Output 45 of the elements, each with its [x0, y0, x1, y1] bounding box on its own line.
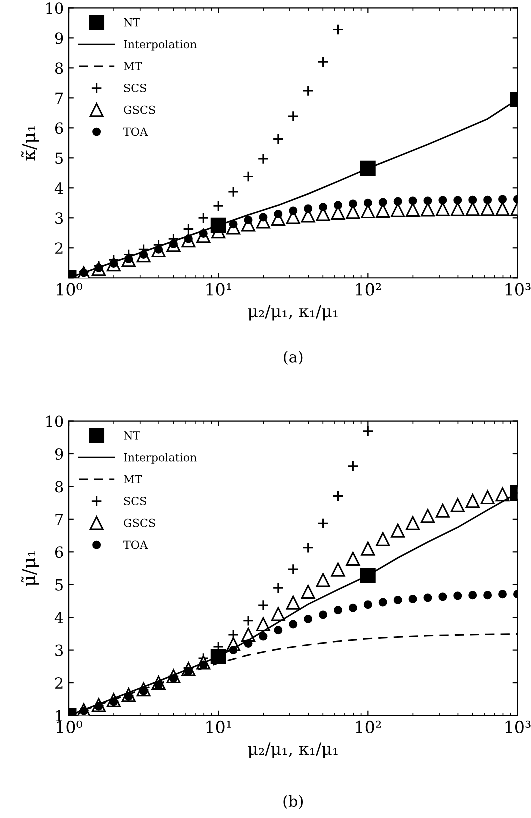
- y-tick-label: 3: [56, 212, 64, 224]
- y-tick-label: 2: [55, 242, 63, 254]
- y-tick-label: 1: [56, 710, 62, 722]
- legend-label: MT: [124, 62, 142, 70]
- y-tick-label: 9: [55, 32, 64, 44]
- legend-label: NT: [124, 18, 140, 27]
- x-tick-label: 10¹: [206, 720, 232, 734]
- y-tick-label: 4: [54, 182, 64, 194]
- legend-label: Interpolation: [124, 453, 197, 464]
- y-tick-label: 5: [56, 152, 63, 164]
- legend-label: GSCS: [124, 106, 156, 114]
- y-tick-label: 10: [46, 2, 64, 14]
- x-axis-title: μ₂/μ₁, κ₁/μ₁: [248, 742, 338, 758]
- text: (a): [284, 351, 303, 365]
- legend-label: SCS: [124, 497, 146, 506]
- y-tick-label: 3: [56, 644, 64, 656]
- y-tick-label: 9: [55, 448, 64, 460]
- y-axis-title: μ̃/μ₁: [21, 552, 40, 586]
- y-tick-label: 2: [55, 677, 63, 689]
- x-tick-label: 10²: [356, 720, 382, 734]
- y-tick-label: 4: [54, 612, 64, 624]
- x-tick-label: 10¹: [206, 283, 232, 296]
- x-tick-label: 10⁰: [57, 283, 83, 296]
- y-tick-label: 6: [55, 546, 64, 558]
- y-tick-label: 10: [46, 416, 64, 428]
- y-tick-label: 7: [56, 92, 64, 104]
- legend-label: NT: [124, 432, 140, 440]
- x-axis-title: μ₂/μ₁, κ₁/μ₁: [248, 305, 338, 321]
- legend-label: Interpolation: [124, 40, 197, 51]
- legend-label: SCS: [124, 84, 146, 92]
- text: (b): [284, 795, 304, 810]
- legend-label: TOA: [124, 128, 148, 136]
- x-tick-label: 10³: [506, 720, 531, 734]
- x-tick-label: 10³: [506, 283, 531, 296]
- y-tick-label: 5: [56, 580, 63, 591]
- y-axis-title: κ̃/μ₁: [21, 126, 40, 161]
- x-tick-label: 10⁰: [57, 720, 83, 734]
- y-tick-label: 8: [55, 481, 64, 493]
- legend-label: GSCS: [124, 518, 156, 528]
- x-tick-label: 10²: [356, 283, 382, 296]
- y-tick-label: 6: [55, 122, 64, 134]
- legend-label: TOA: [124, 540, 148, 550]
- y-tick-label: 7: [56, 514, 64, 526]
- legend-label: MT: [124, 475, 142, 484]
- y-tick-label: 8: [55, 62, 64, 74]
